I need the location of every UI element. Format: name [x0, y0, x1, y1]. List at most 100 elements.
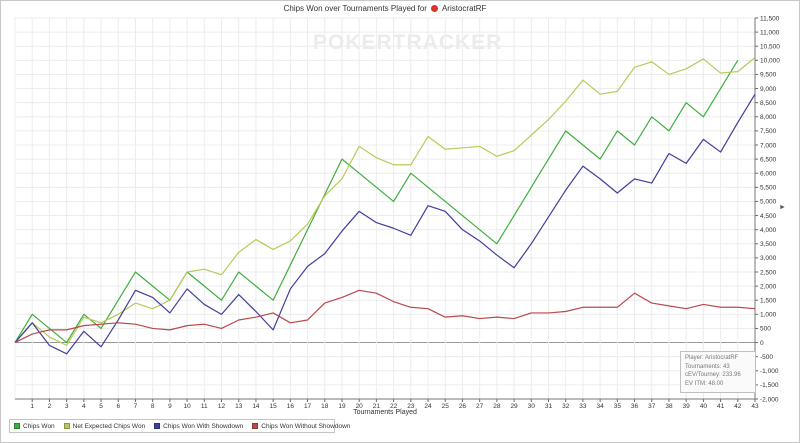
y-tick-label: 1,500: [760, 298, 777, 305]
y-tick-label: 7,500: [760, 128, 777, 135]
x-tick-label: 26: [459, 403, 467, 410]
series-line-net-expected-chips-won: [14, 57, 756, 346]
x-tick-label: 1: [30, 403, 34, 410]
x-tick-label: 17: [304, 403, 312, 410]
chart-title: Chips Won over Tournaments Played for Ar…: [0, 4, 770, 13]
y-tick-label: 8,000: [760, 114, 777, 121]
y-tick-label: 3,000: [760, 255, 777, 262]
y-tick-label: 6,000: [760, 171, 777, 178]
stats-box: Player: AristocratRF Tournaments: 43 cEV…: [680, 351, 756, 393]
x-tick-label: 3: [65, 403, 69, 410]
legend-swatch: [252, 423, 259, 429]
x-tick-label: 25: [442, 403, 450, 410]
y-tick-label: 9,000: [760, 86, 777, 93]
x-tick-label: 22: [390, 403, 398, 410]
series-line-chips-won: [14, 60, 739, 344]
grid-layer: [14, 17, 756, 400]
x-tick-label: 18: [321, 403, 329, 410]
y-tick-label: -1,500: [760, 382, 779, 389]
x-tick-label: 38: [665, 403, 673, 410]
x-tick-label: 24: [424, 403, 432, 410]
x-tick-label: 42: [734, 403, 742, 410]
x-tick-label: 40: [700, 403, 708, 410]
axis-layer: -2,000 -1,500 -1,000 -500 0 500 1,000 1,500 2,00…: [15, 15, 780, 410]
legend-label: Chips Won: [23, 422, 55, 430]
y-tick-label: 6,500: [760, 156, 777, 163]
chart-legend: Chips Won Net Expected Chips Won Chips Won…: [9, 419, 350, 433]
y-tick-label: 7,000: [760, 142, 777, 149]
y-tick-label: 2,500: [760, 269, 777, 276]
legend-swatch: [14, 423, 20, 429]
y-tick-label: 10,500: [760, 44, 780, 51]
x-tick-label: 31: [545, 403, 553, 410]
series-layer: [14, 57, 756, 355]
chart-title-player: AristocratRF: [441, 4, 487, 13]
legend-item-chips-won-without-showdown: Chips Won Without Showdown: [252, 423, 350, 430]
x-tick-label: 30: [528, 403, 536, 410]
stats-tournaments: Tournaments: 43: [685, 363, 730, 370]
x-tick-label: 5: [99, 403, 103, 410]
x-tick-label: 6: [116, 403, 120, 410]
x-tick-label: 39: [683, 403, 691, 410]
y-tick-label: 3,500: [760, 241, 777, 248]
x-tick-label: 35: [614, 403, 622, 410]
x-tick-label: 11: [201, 403, 208, 410]
x-tick-label: 4: [82, 403, 86, 410]
legend-swatch: [63, 423, 70, 429]
x-tick-label: 32: [562, 403, 570, 410]
y-tick-label: 5,000: [760, 199, 777, 206]
x-tick-label: 19: [338, 403, 346, 410]
legend-label: Chips Won Without Showdown: [261, 422, 351, 430]
series-line-chips-won-without-showdown: [14, 289, 756, 344]
legend-label: Chips Won With Showdown: [163, 422, 244, 430]
x-tick-label: 41: [717, 403, 725, 410]
y-tick-label: -1,000: [760, 368, 779, 375]
stats-ev-itm: EV ITM: 48.00: [685, 380, 724, 387]
legend-item-chips-won: Chips Won: [14, 423, 55, 430]
y-tick-label: 500: [760, 326, 771, 333]
y-tick-label: 1,000: [760, 312, 777, 319]
x-tick-label: 15: [270, 403, 278, 410]
stats-player: Player: AristocratRF: [685, 355, 739, 361]
x-tick-label: 9: [168, 403, 172, 410]
x-tick-label: 34: [596, 403, 604, 410]
x-tick-label: 21: [373, 403, 381, 410]
pokertracker-watermark: POKERTRACKER: [313, 31, 503, 54]
chart-title-prefix: Chips Won over Tournaments Played for: [283, 4, 427, 13]
x-tick-label: 23: [407, 403, 415, 410]
y-tick-label: 8,500: [760, 100, 777, 107]
x-axis-label: Tournaments Played: [353, 409, 417, 416]
y-tick-label: 2,000: [760, 283, 777, 290]
x-tick-label: 2: [48, 403, 52, 410]
x-tick-label: 33: [579, 403, 587, 410]
y-tick-label: -500: [760, 354, 773, 361]
x-tick-label: 43: [751, 403, 759, 410]
x-tick-label: 16: [287, 403, 295, 410]
y-tick-label: 11,000: [760, 29, 780, 36]
x-tick-label: 37: [648, 403, 656, 410]
x-tick-label: 10: [183, 403, 191, 410]
y-tick-label: 11,500: [760, 15, 780, 22]
axis-toggle-arrow-icon[interactable]: ►: [779, 204, 786, 211]
x-tick-label: 29: [510, 403, 518, 410]
y-tick-label: 5,500: [760, 185, 777, 192]
x-tick-label: 20: [356, 403, 364, 410]
x-tick-label: 7: [134, 403, 138, 410]
x-tick-label: 13: [235, 403, 243, 410]
x-tick-label: 12: [218, 403, 226, 410]
plot-area: [14, 17, 756, 400]
x-tick-label: 14: [252, 403, 260, 410]
legend-item-chips-won-with-showdown: Chips Won With Showdown: [154, 423, 243, 430]
legend-swatch: [154, 423, 161, 429]
x-tick-label: 36: [631, 403, 639, 410]
y-tick-label: 0: [760, 340, 764, 347]
y-tick-label: 4,500: [760, 213, 777, 220]
x-tick-label: 8: [151, 403, 155, 410]
stats-cev: cEV/Tourney: 233.96: [685, 372, 741, 379]
legend-label: Net Expected Chips Won: [72, 422, 146, 430]
x-tick-label: 28: [493, 403, 501, 410]
y-tick-label: 9,500: [760, 72, 777, 79]
legend-item-net-expected-chips-won: Net Expected Chips Won: [63, 422, 146, 430]
y-tick-label: -2,000: [760, 396, 779, 403]
